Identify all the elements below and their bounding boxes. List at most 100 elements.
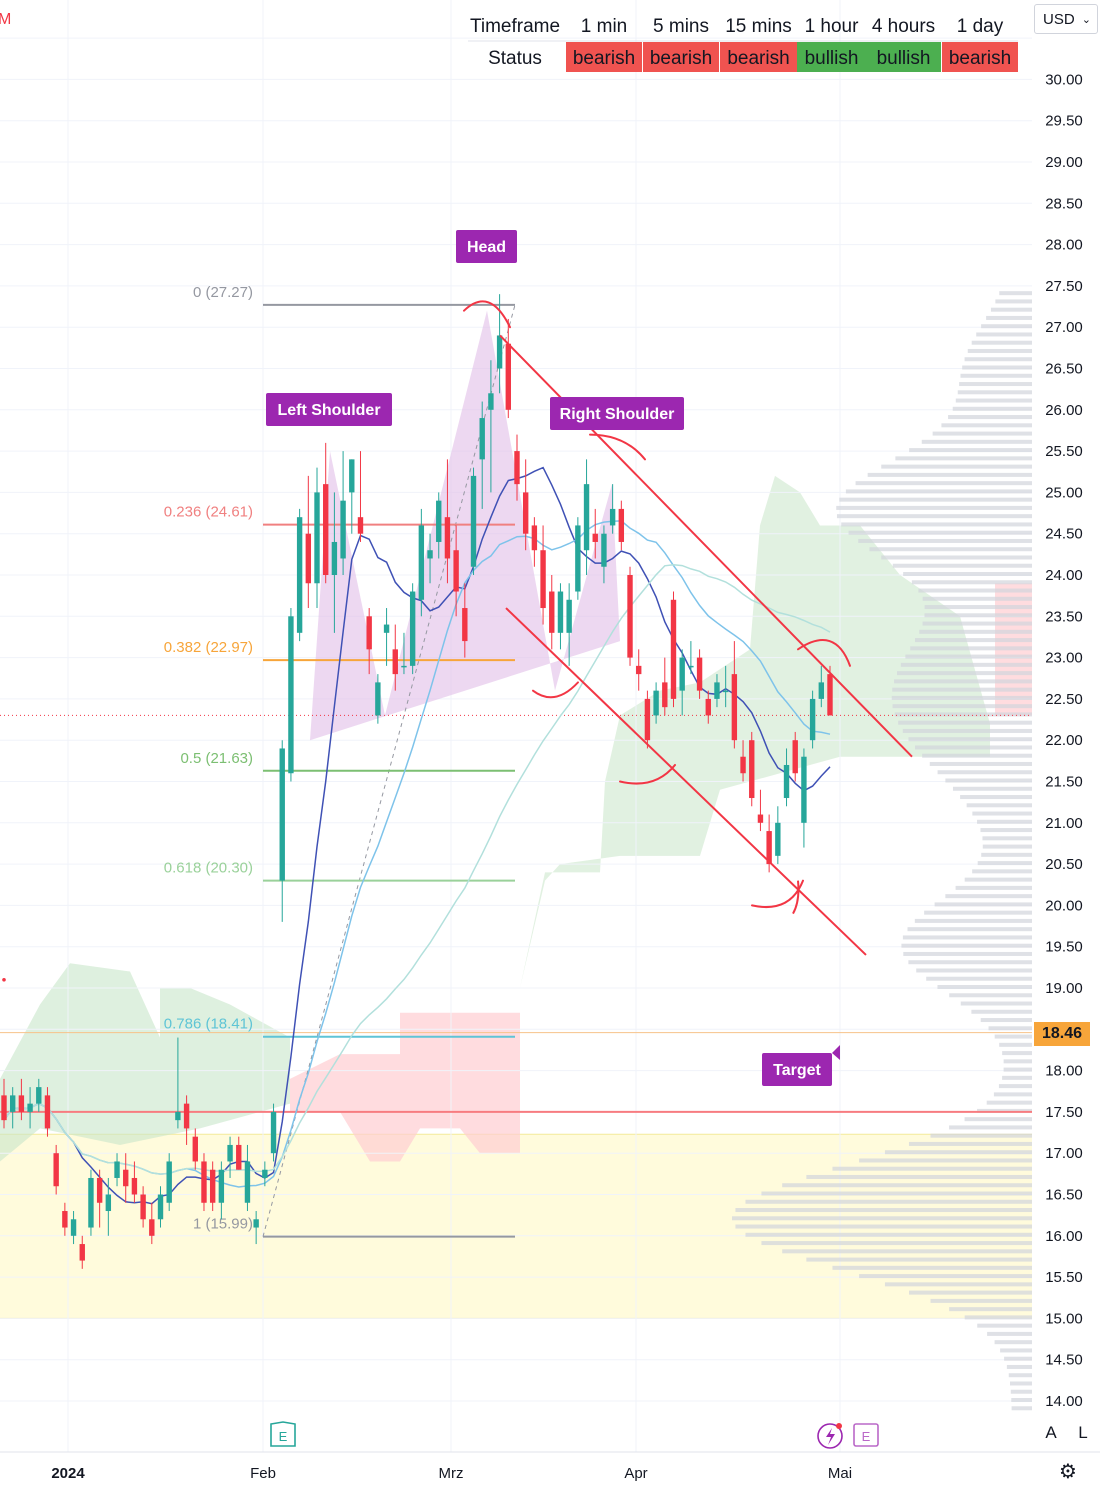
volume-bar-4	[1008, 1373, 1032, 1378]
volume-bar-70	[980, 828, 1032, 833]
candle-body-3	[27, 1103, 33, 1112]
time-axis[interactable]: 2024 Feb Mrz Apr Mai	[0, 1451, 1100, 1482]
price-tick-20: 24.00	[1045, 567, 1083, 584]
candle-body-40	[349, 459, 355, 493]
time-tick-4: Mai	[828, 1465, 852, 1482]
pattern-label-1: Left Shoulder	[277, 402, 380, 419]
tf-col-5: 1 day	[957, 16, 1004, 37]
volume-bar-114	[881, 464, 1032, 469]
dot-marker	[2, 977, 6, 982]
candle-body-38	[331, 541, 338, 575]
volume-bar-7	[1000, 1348, 1032, 1353]
candle-body-68	[592, 533, 598, 542]
volume-bar-100	[911, 580, 1032, 585]
volume-bar-129	[971, 340, 1032, 345]
volume-bar-127	[964, 357, 1032, 362]
time-tick-0: 2024	[51, 1465, 85, 1482]
candle-body-8	[70, 1219, 77, 1236]
price-tick-0: 14.00	[1045, 1393, 1083, 1410]
volume-bar-69	[982, 836, 1032, 841]
currency-selector[interactable]: USD ⌄	[1034, 4, 1098, 34]
volume-bar-94	[919, 629, 1032, 634]
fib-label-4: 0.618 (20.30)	[164, 860, 253, 877]
volume-bar-59	[914, 918, 1032, 923]
candle-body-5	[44, 1095, 51, 1129]
volume-bar-113	[867, 472, 1032, 477]
volume-bar-131	[981, 324, 1032, 329]
timeframe-status-table: Timeframe Status 1 min bearish 5 mins bearish…	[0, 11, 1018, 72]
candle-body-83	[722, 690, 729, 693]
ichimoku-cloud-red	[290, 1012, 520, 1162]
tf-status-bg-5	[942, 42, 1018, 72]
auto-scale-button[interactable]: A	[1038, 1420, 1064, 1446]
volume-bar-2	[1010, 1389, 1032, 1394]
volume-bar-20	[761, 1241, 1032, 1246]
volume-bar-66	[977, 861, 1032, 866]
volume-profile	[732, 291, 1032, 1411]
candle-body-49	[427, 550, 433, 559]
volume-bar-65	[972, 869, 1032, 874]
volume-bar-61	[934, 902, 1032, 907]
settings-icon[interactable]: ⚙	[1059, 1461, 1077, 1483]
volume-bar-82	[902, 728, 1032, 733]
log-scale-button[interactable]: L	[1070, 1420, 1096, 1446]
pattern-label-0: Head	[467, 239, 506, 256]
fib-label-2: 0.382 (22.97)	[164, 639, 253, 656]
volume-bar-50	[949, 993, 1032, 998]
volume-bar-58	[907, 927, 1032, 932]
volume-bar-33	[930, 1133, 1032, 1138]
volume-bar-39	[998, 1084, 1032, 1089]
volume-bar-87	[892, 687, 1032, 692]
earnings-icon-2-glyph: E	[862, 1429, 871, 1444]
candle-body-89	[775, 822, 781, 856]
price-tick-29: 28.50	[1045, 195, 1083, 212]
price-tick-8: 18.00	[1045, 1063, 1083, 1080]
volume-bar-63	[955, 885, 1032, 890]
volume-bar-84	[894, 712, 1032, 717]
tf-status-1: bearish	[650, 48, 712, 69]
volume-bar-115	[895, 456, 1032, 461]
candle-body-47	[409, 591, 416, 666]
volume-bar-38	[993, 1092, 1032, 1097]
volume-bar-106	[848, 530, 1032, 535]
price-tick-18: 23.00	[1045, 650, 1083, 667]
fib-label-5: 0.786 (18.41)	[164, 1016, 253, 1033]
volume-bar-8	[994, 1340, 1032, 1345]
volume-bar-86	[891, 695, 1032, 700]
price-tick-32: 30.00	[1045, 71, 1083, 88]
volume-bar-93	[914, 638, 1032, 643]
volume-bar-126	[962, 365, 1032, 370]
candle-body-69	[601, 533, 607, 567]
volume-bar-111	[845, 489, 1032, 494]
volume-bar-117	[921, 439, 1032, 444]
candle-body-13	[114, 1161, 120, 1178]
candle-body-65	[566, 599, 572, 633]
volume-bar-22	[735, 1224, 1032, 1229]
candle-body-29	[253, 1219, 259, 1228]
price-tick-27: 27.50	[1045, 278, 1083, 295]
candle-body-46	[401, 665, 407, 668]
volume-bar-57	[902, 935, 1032, 940]
candle-body-16	[140, 1194, 146, 1220]
price-tick-17: 22.50	[1045, 691, 1083, 708]
candle-body-21	[183, 1103, 190, 1129]
candle-body-88	[766, 831, 772, 865]
pattern-label-box-1	[266, 393, 392, 426]
candle-body-12	[105, 1194, 112, 1212]
volume-bar-27	[782, 1183, 1032, 1188]
earnings-icon-1-box	[270, 1421, 296, 1447]
candle-body-75	[653, 690, 659, 716]
volume-bar-90	[900, 662, 1032, 667]
price-axis[interactable]: 14.00 14.50 15.00 15.50 16.00 16.50 17.00 17.50…	[1032, 0, 1100, 1452]
candle-body-1	[9, 1095, 16, 1112]
tf-status-bg-2	[720, 42, 797, 72]
volume-bar-130	[976, 332, 1032, 337]
candle-body-32	[279, 748, 285, 881]
volume-bar-121	[952, 406, 1032, 411]
candle-body-52	[453, 550, 459, 592]
volume-bar-49	[960, 1001, 1032, 1006]
volume-bar-134	[995, 299, 1032, 304]
candle-body-94	[818, 682, 825, 699]
